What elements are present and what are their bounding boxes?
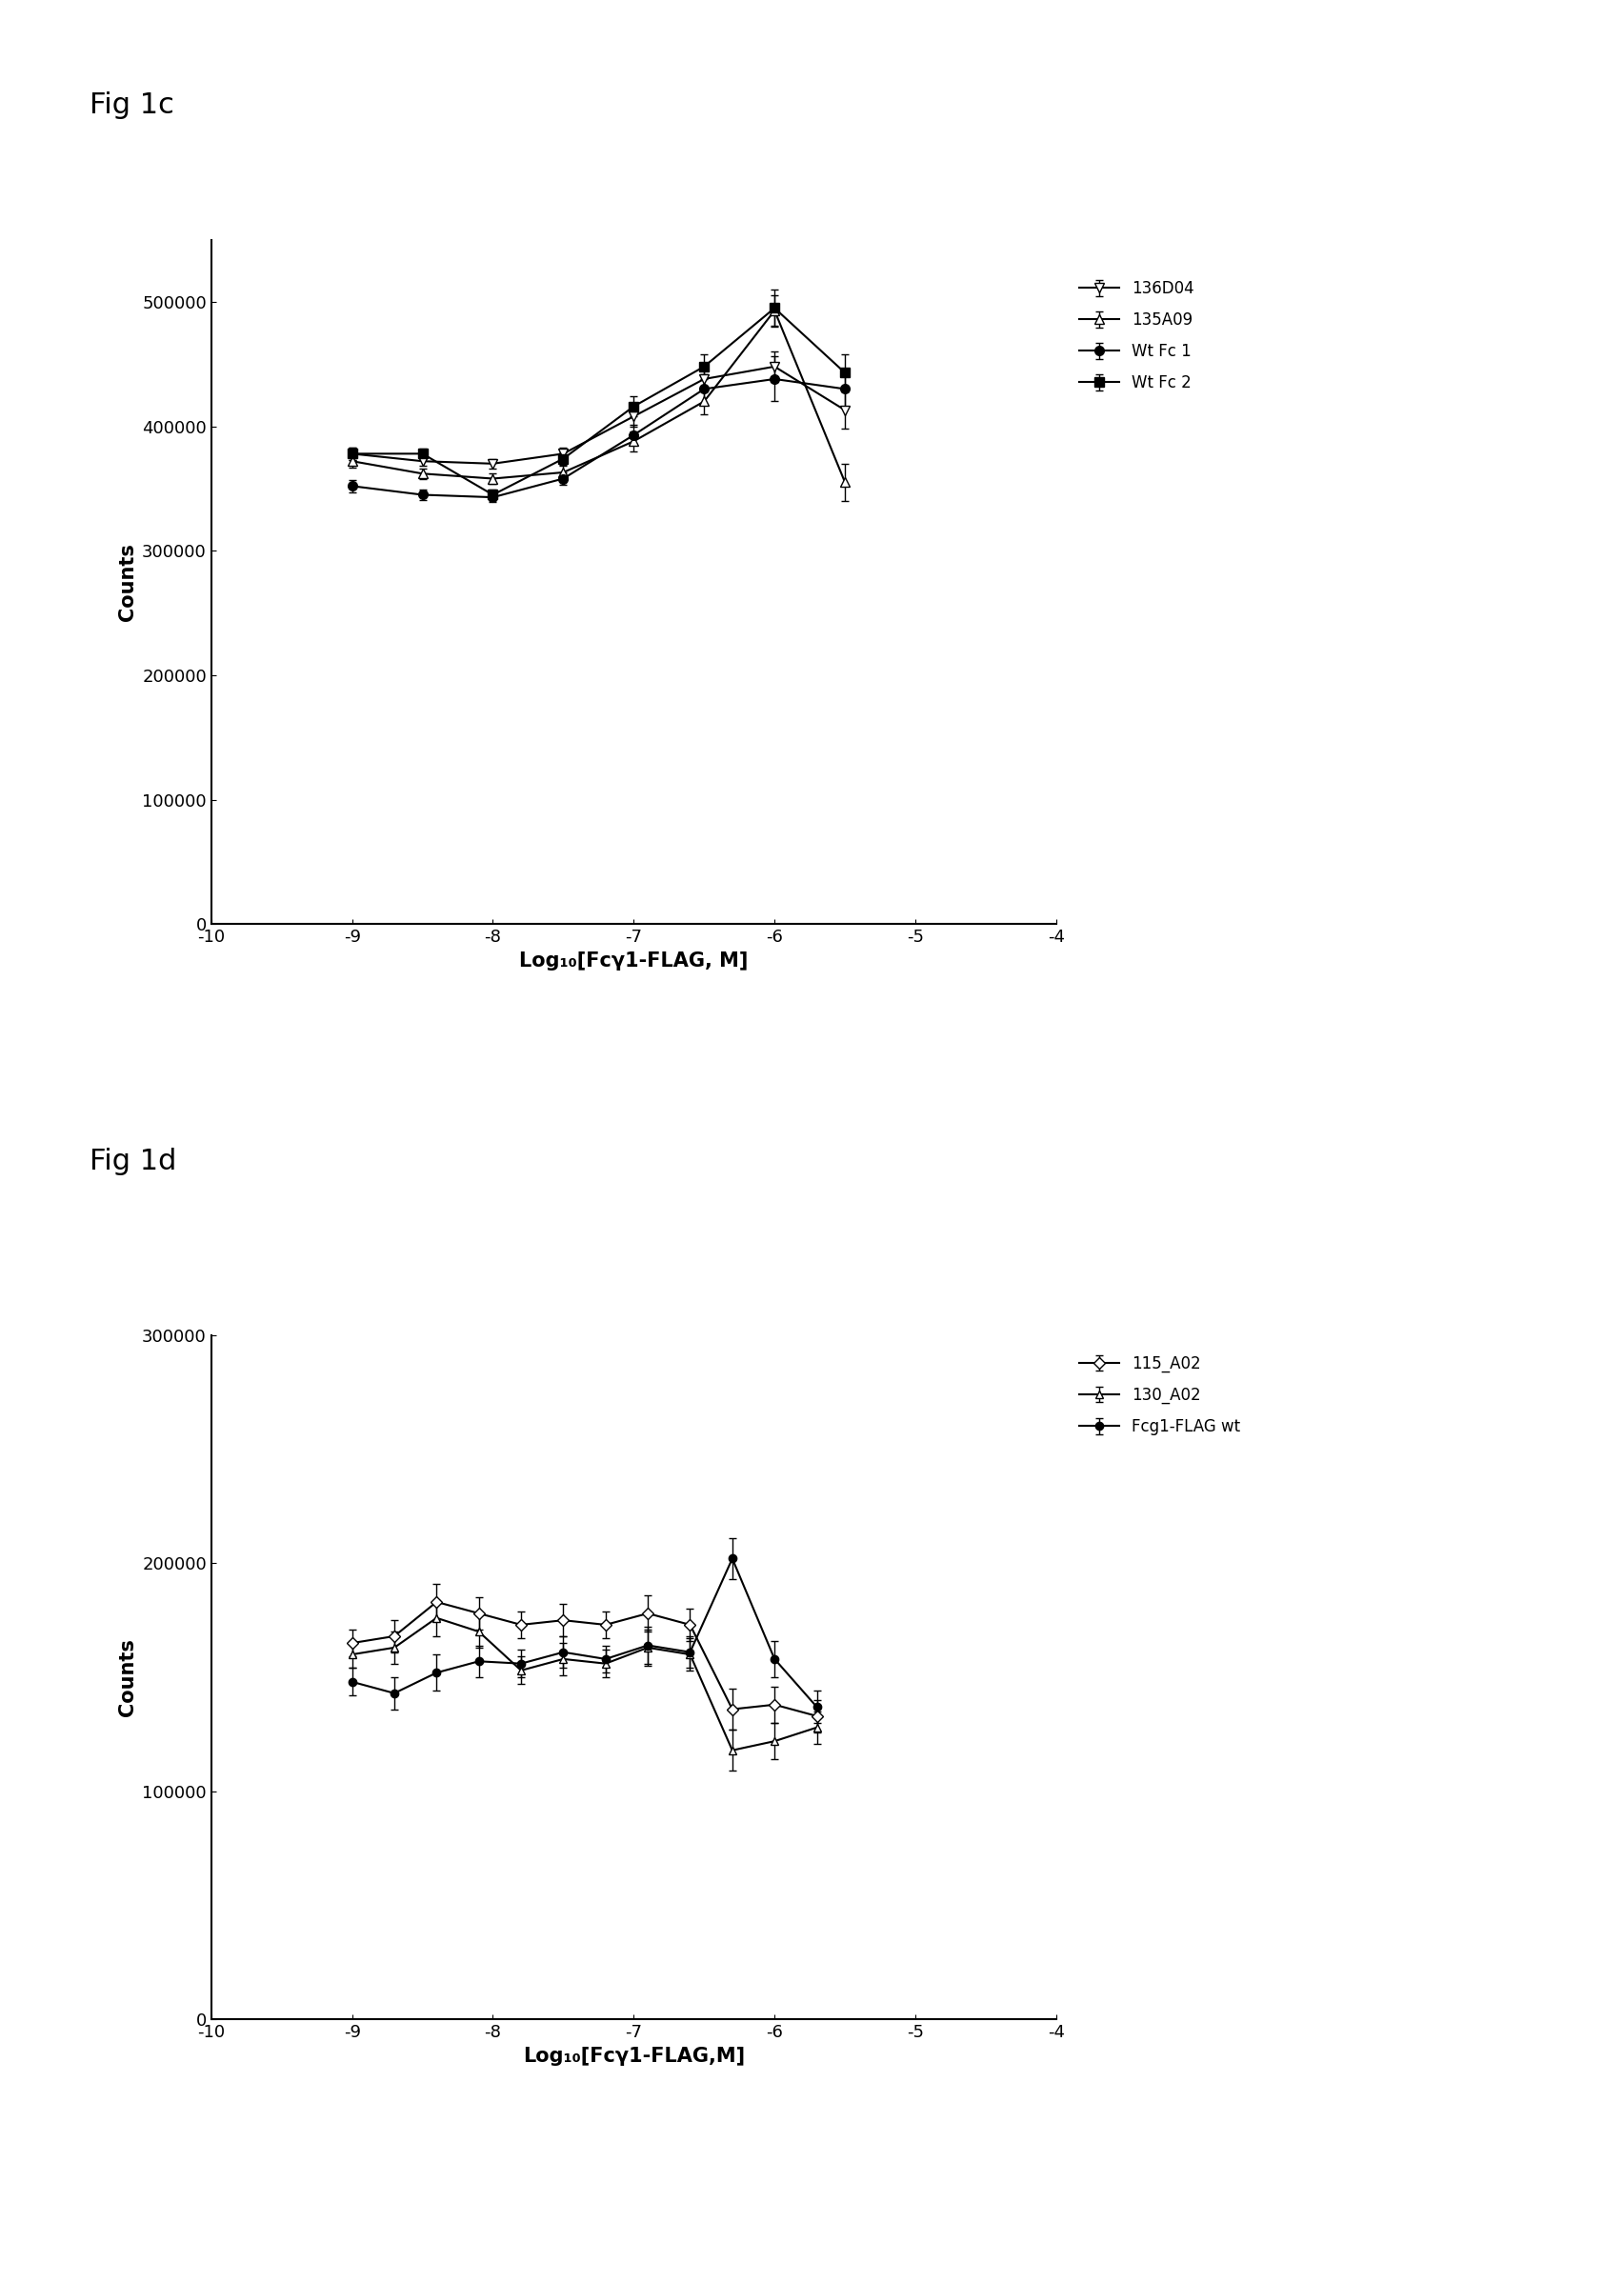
Y-axis label: Counts: Counts [117,1638,136,1716]
X-axis label: Log₁₀[Fcγ1-FLAG,M]: Log₁₀[Fcγ1-FLAG,M] [523,2047,744,2065]
Legend: 136D04, 135A09, Wt Fc 1, Wt Fc 2: 136D04, 135A09, Wt Fc 1, Wt Fc 2 [1072,274,1200,397]
Text: Fig 1d: Fig 1d [89,1148,177,1175]
X-axis label: Log₁₀[Fcγ1-FLAG, M]: Log₁₀[Fcγ1-FLAG, M] [520,952,747,970]
Text: Fig 1c: Fig 1c [89,91,174,119]
Legend: 115_A02, 130_A02, Fcg1-FLAG wt: 115_A02, 130_A02, Fcg1-FLAG wt [1072,1349,1246,1442]
Y-axis label: Counts: Counts [117,543,136,621]
